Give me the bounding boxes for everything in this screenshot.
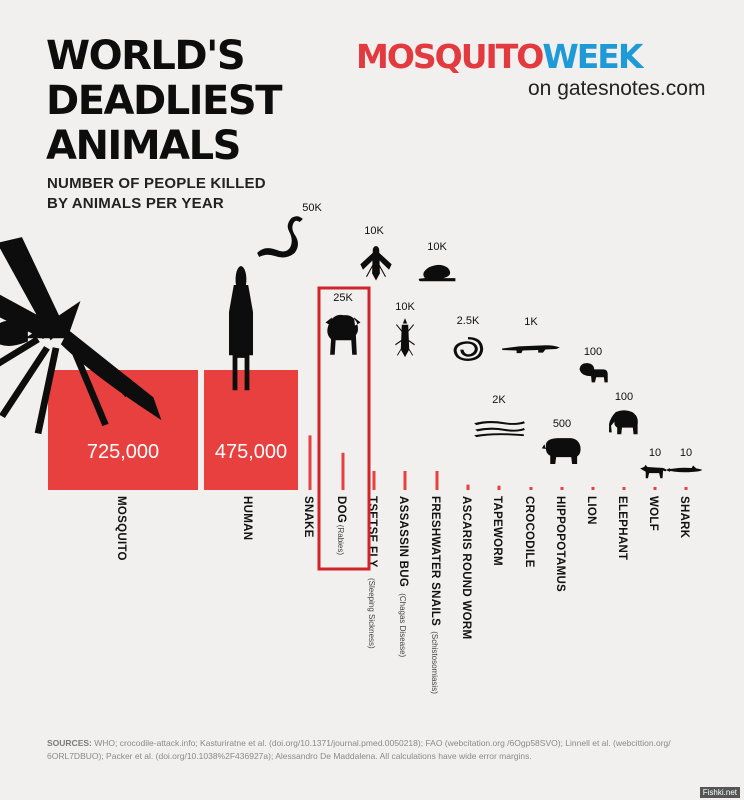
category-label-dog: DOG (Rabies) — [335, 496, 347, 555]
human-icon — [229, 266, 253, 391]
bar-wolf — [653, 487, 657, 490]
value-label-freshwater-snails: 10K — [427, 241, 447, 253]
svg-text:ELEPHANT: ELEPHANT — [616, 496, 628, 560]
value-label-snake: 50K — [302, 202, 322, 214]
bar-freshwater-snails — [435, 470, 439, 490]
category-label-freshwater-snails: FRESHWATER SNAILS (Schistosomiasis) — [429, 496, 441, 694]
value-label-tapeworm: 2K — [492, 394, 506, 406]
snake-icon — [257, 216, 303, 258]
category-label-tapeworm: TAPEWORM — [491, 496, 503, 566]
dog-icon — [325, 314, 361, 355]
brand-part-week: WEEK — [542, 37, 643, 76]
value-label-assassin-bug: 10K — [395, 301, 415, 313]
sources-label: SOURCES: — [47, 738, 92, 748]
svg-text:ASSASSIN BUG: ASSASSIN BUG — [397, 496, 409, 587]
svg-text:MOSQUITO: MOSQUITO — [115, 496, 127, 561]
bar-ascaris-round-worm — [466, 484, 470, 490]
category-label-ascaris-round-worm: ASCARIS ROUND WORM — [460, 496, 472, 639]
value-label-dog: 25K — [333, 292, 353, 304]
title-line-3: ANIMALS — [46, 123, 241, 169]
sources-text: WHO; crocodile-attack.info; Kasturiratne… — [47, 738, 671, 761]
bar-crocodile — [529, 487, 533, 490]
tsetse-fly-icon — [360, 246, 392, 281]
brand-subtitle[interactable]: on gatesnotes.com — [528, 77, 706, 100]
category-label-mosquito: MOSQUITO — [115, 496, 127, 561]
svg-text:LION: LION — [585, 496, 597, 525]
subtitle-line-1: NUMBER OF PEOPLE KILLED — [47, 175, 266, 192]
assassin-bug-icon — [395, 318, 415, 358]
sources-note: SOURCES: WHO; crocodile-attack.info; Kas… — [47, 737, 707, 763]
shark-icon — [665, 465, 703, 473]
category-label-wolf: WOLF — [647, 496, 659, 531]
subtitle: NUMBER OF PEOPLE KILLED BY ANIMALS PER Y… — [47, 174, 266, 214]
category-label-snake: SNAKE — [302, 496, 314, 538]
svg-text:ASCARIS ROUND WORM: ASCARIS ROUND WORM — [460, 496, 472, 639]
value-label-lion: 100 — [584, 346, 602, 358]
corner-watermark: Fishki.net — [699, 787, 740, 798]
hippo-icon — [541, 438, 581, 464]
value-label-ascaris-round-worm: 2.5K — [457, 315, 480, 327]
highlight-box — [317, 286, 371, 571]
bar-assassin-bug — [403, 470, 407, 490]
value-label-wolf: 10 — [649, 447, 661, 459]
value-label-crocodile: 1K — [524, 316, 538, 328]
svg-text:HIPPOPOTAMUS: HIPPOPOTAMUS — [554, 496, 566, 592]
svg-text:CROCODILE: CROCODILE — [523, 496, 535, 568]
bar-shark — [684, 487, 688, 490]
value-label-hippopotamus: 500 — [553, 418, 571, 430]
category-label-crocodile: CROCODILE — [523, 496, 535, 568]
wolf-icon — [640, 464, 667, 479]
page-title: WORLD'S DEADLIEST ANIMALS — [46, 33, 282, 169]
category-note-assassin-bug: (Chagas Disease) — [398, 593, 407, 657]
category-label-lion: LION — [585, 496, 597, 525]
category-note-freshwater-snails: (Schistosomiasis) — [430, 631, 439, 694]
bar-dog — [341, 452, 345, 490]
bar-hippopotamus — [560, 487, 564, 490]
svg-text:HUMAN: HUMAN — [241, 496, 253, 540]
elephant-icon — [609, 410, 638, 435]
bar-snake — [308, 435, 312, 490]
svg-text:FRESHWATER SNAILS: FRESHWATER SNAILS — [429, 496, 441, 626]
tapeworm-icon — [474, 421, 525, 438]
value-label-human: 475,000 — [215, 441, 287, 463]
title-line-2: DEADLIEST — [46, 78, 282, 124]
brand-logo[interactable]: MOSQUITOWEEK — [356, 37, 643, 76]
roundworm-icon — [453, 337, 484, 361]
category-label-human: HUMAN — [241, 496, 253, 540]
category-label-elephant: ELEPHANT — [616, 496, 628, 560]
lion-icon — [579, 363, 608, 383]
svg-text:SNAKE: SNAKE — [302, 496, 314, 538]
category-note-dog: (Rabies) — [336, 525, 345, 556]
title-line-1: WORLD'S — [46, 33, 246, 79]
bar-elephant — [622, 487, 626, 490]
svg-text:DOG: DOG — [335, 496, 347, 523]
subtitle-line-2: BY ANIMALS PER YEAR — [47, 195, 224, 212]
svg-text:SHARK: SHARK — [678, 496, 690, 539]
bar-tsetse-fly — [372, 470, 376, 490]
chart-marks: 725,000 MOSQUITO 475,000 HUMAN 50K SNAKE 25K DO… — [0, 202, 703, 694]
bar-human — [204, 370, 298, 490]
bar-tapeworm — [497, 485, 501, 490]
crocodile-icon — [502, 345, 560, 354]
svg-text:TAPEWORM: TAPEWORM — [491, 496, 503, 566]
mosquito-icon — [0, 237, 162, 435]
category-label-shark: SHARK — [678, 496, 690, 539]
category-note-tsetse-fly: (Sleeping Sickness) — [367, 578, 376, 649]
brand-part-mosquito: MOSQUITO — [356, 37, 544, 76]
value-label-shark: 10 — [680, 447, 692, 459]
value-label-tsetse-fly: 10K — [364, 225, 384, 237]
svg-text:WOLF: WOLF — [647, 496, 659, 531]
value-label-mosquito: 725,000 — [87, 441, 159, 463]
bar-lion — [591, 487, 595, 490]
category-label-assassin-bug: ASSASSIN BUG (Chagas Disease) — [397, 496, 409, 658]
value-label-elephant: 100 — [615, 391, 633, 403]
category-label-hippopotamus: HIPPOPOTAMUS — [554, 496, 566, 592]
snail-icon — [418, 264, 456, 282]
